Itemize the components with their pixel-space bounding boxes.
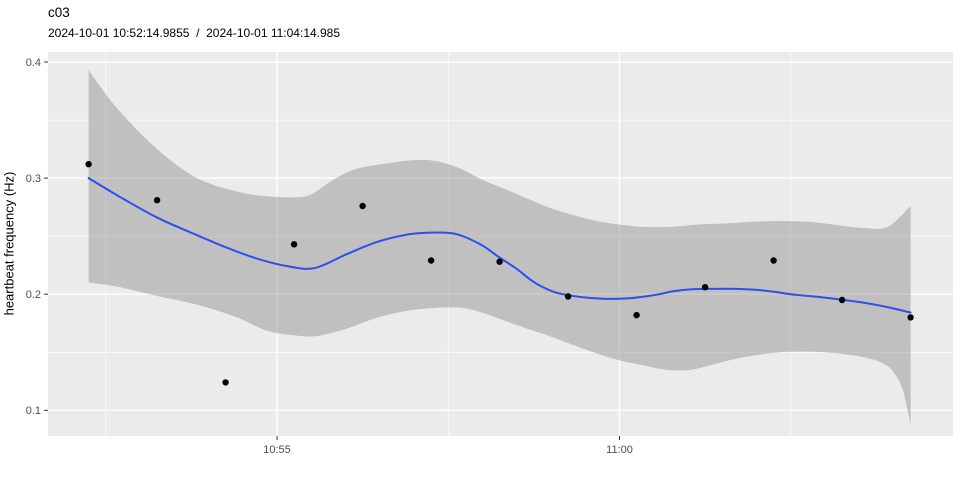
data-point xyxy=(907,314,914,321)
data-point xyxy=(153,197,161,204)
y-tick-label: 0.1 xyxy=(26,405,41,417)
y-tick-label: 0.3 xyxy=(26,173,41,185)
data-point xyxy=(770,257,777,264)
data-point xyxy=(564,293,572,300)
data-point xyxy=(427,257,435,264)
data-point xyxy=(838,296,846,304)
data-point xyxy=(633,311,640,319)
data-point xyxy=(290,241,298,248)
y-tick-label: 0.2 xyxy=(26,289,41,301)
x-tick-label: 11:00 xyxy=(606,444,633,456)
chart-title: c03 xyxy=(48,5,70,20)
x-tick-label: 10:55 xyxy=(263,444,291,456)
confidence-ribbon xyxy=(88,70,911,425)
data-point xyxy=(222,379,229,386)
chart-subtitle: 2024-10-01 10:52:14.9855 / 2024-10-01 11… xyxy=(48,26,341,40)
data-point xyxy=(496,258,503,265)
data-point xyxy=(85,161,92,168)
panel-background xyxy=(48,52,953,436)
y-tick-label: 0.4 xyxy=(26,57,41,69)
data-point xyxy=(359,202,366,210)
data-point xyxy=(701,284,709,291)
data-layer xyxy=(85,70,914,425)
smooth-trend-line xyxy=(87,177,912,314)
